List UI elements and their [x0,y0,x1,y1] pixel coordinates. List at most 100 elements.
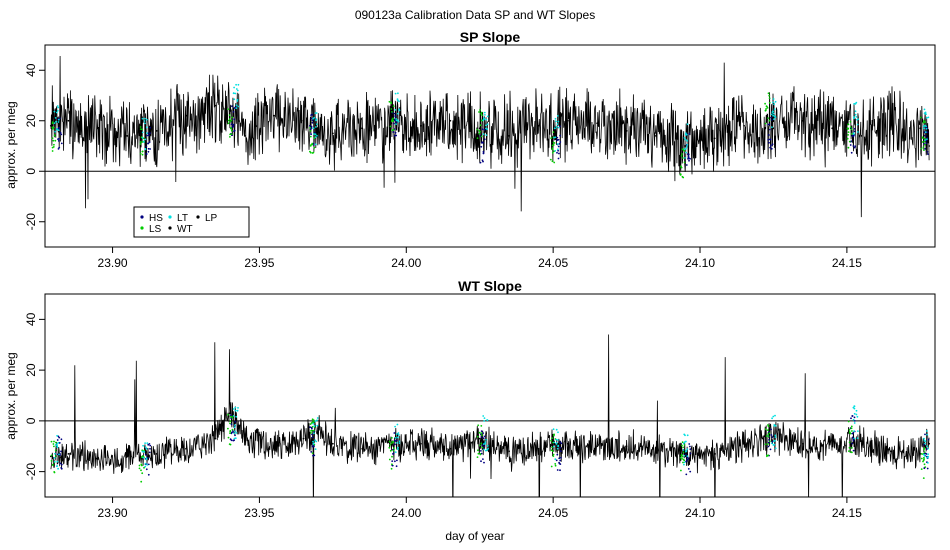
wt-slope-trace [50,334,930,497]
data-point-lt [232,83,240,110]
data-point-hs [685,132,691,166]
legend-label-hs: HS [149,213,163,224]
data-point-hs [391,432,398,468]
y-tick-label: 20 [24,114,38,128]
data-point-lt [553,115,560,152]
y-tick-label: -20 [24,213,38,231]
data-point-ls [920,447,927,479]
x-tick-label: 23.95 [244,256,274,270]
data-point-wt [214,437,217,440]
data-point-lt [770,98,777,129]
data-point-wt [831,127,834,130]
data-point-wt [317,427,320,430]
wt-slope-axes: 23.90 23.95 24.00 24.05 24.10 24.15 -20 0 20 40 [24,312,935,520]
data-point-lt [482,415,489,452]
data-point-hs [849,127,857,154]
data-point-hs [309,426,316,457]
data-point-wt [420,124,422,127]
data-point-hs [556,125,562,160]
legend-marker-lp [196,215,200,219]
data-point-wt [449,447,452,450]
x-tick-label: 24.05 [538,256,568,270]
x-tick-label: 24.15 [832,506,862,520]
data-point-ls [550,433,557,468]
legend-marker-ls [140,226,144,230]
data-point-wt [684,145,687,147]
x-tick-label: 23.90 [98,506,128,520]
data-point-wt [655,135,657,137]
data-point-lt [923,430,930,464]
legend: HS LT LP LS WT [133,206,250,238]
x-tick-label: 24.00 [391,506,421,520]
data-point-lt [482,111,489,137]
data-point-lt [53,434,60,470]
data-point-ls [138,449,146,483]
data-point-wt [96,458,99,460]
data-point-wt [302,437,305,440]
data-point-wt [243,135,246,137]
data-point-lt [922,108,930,141]
data-point-lt [852,405,859,440]
data-point-wt [420,442,422,445]
data-point-hs [57,117,63,150]
wt-slope-panel: WT Slope approx. per meg 23.90 23.95 24.00… [4,278,936,520]
data-point-wt [566,119,569,122]
data-point-ls [476,424,484,458]
data-point-lt [552,428,560,461]
data-point-wt [67,119,70,122]
data-point-wt [801,119,804,122]
sp-slope-trace [50,55,930,218]
sp-slope-ylabel: approx. per meg [4,101,18,188]
data-point-wt [508,450,510,453]
data-point-wt [126,455,129,458]
data-point-wt [331,442,334,445]
data-point-hs [145,126,152,156]
data-point-wt [919,127,922,130]
data-point-wt [155,129,158,132]
data-point-wt [302,119,305,122]
data-point-wt [478,127,481,130]
legend-label-wt: WT [177,224,193,235]
data-point-wt [214,104,217,107]
y-tick-label: 0 [24,417,38,424]
series-ls [50,413,927,483]
data-point-ls [309,418,316,454]
sp-slope-plot-frame [44,44,936,248]
data-point-wt [273,114,276,117]
data-point-lt [394,92,401,126]
series-lt [53,405,930,470]
data-point-wt [537,447,540,450]
data-point-wt [229,109,231,112]
data-point-wt [928,145,931,147]
data-point-wt [713,452,716,455]
legend-marker-wt [168,226,172,230]
legend-marker-lt [168,215,172,219]
x-tick-label: 23.95 [244,506,274,520]
data-point-hs [555,441,563,472]
data-point-wt [126,135,129,137]
data-point-wt [508,135,510,137]
data-point-wt [390,445,393,448]
data-point-wt [890,450,892,453]
data-point-lt [852,101,859,136]
data-point-wt [155,452,158,455]
legend-label-lp: LP [205,213,218,224]
series-hs [56,414,930,476]
data-point-wt [655,447,657,450]
data-point-lt [141,117,148,151]
data-point-ls [227,413,234,446]
data-point-wt [96,127,99,130]
data-point-hs [849,415,856,452]
series-wt [49,412,931,460]
data-point-wt [772,127,775,130]
wt-trace-line [50,334,930,497]
data-point-ls [227,108,234,138]
data-point-wt [185,447,187,450]
sp-slope-panel: SP Slope approx. per meg 23.90 23.95 24.00… [4,29,936,270]
data-point-wt [273,447,276,450]
data-point-lt [394,423,401,453]
legend-box [133,206,250,238]
data-point-wt [596,445,599,448]
data-point-wt [566,442,569,445]
series-hs [57,105,929,166]
